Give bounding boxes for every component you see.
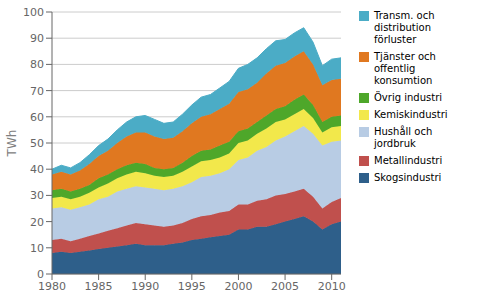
html-text:jordbruk: jordbruk	[374, 138, 416, 149]
svg-text:60: 60	[30, 111, 44, 124]
svg-text:2005: 2005	[271, 280, 299, 293]
svg-text:2010: 2010	[318, 280, 346, 293]
svg-text:2000: 2000	[224, 280, 252, 293]
svg-text:40: 40	[30, 163, 44, 176]
html-text:Transm. och: Transm. och	[374, 10, 435, 21]
svg-text:10: 10	[30, 242, 44, 255]
svg-text:TWh: TWh	[8, 130, 19, 158]
svg-text:30: 30	[30, 189, 44, 202]
html-text:Skogsindustri: Skogsindustri	[374, 172, 442, 183]
html-text:Övrig industri: Övrig industri	[374, 92, 442, 103]
svg-text:1985: 1985	[85, 280, 113, 293]
html-text:förluster: förluster	[374, 34, 417, 45]
svg-text:1990: 1990	[131, 280, 159, 293]
svg-text:1995: 1995	[178, 280, 206, 293]
html-text:offentlig: offentlig	[374, 63, 416, 74]
html-text:Tjänster och: Tjänster och	[374, 51, 436, 62]
svg-text:80: 80	[30, 58, 44, 71]
html-text:konsumtion: konsumtion	[374, 75, 433, 86]
svg-text:50: 50	[30, 137, 44, 150]
svg-text:1980: 1980	[38, 280, 66, 293]
svg-text:0: 0	[37, 268, 44, 281]
svg-text:70: 70	[30, 85, 44, 98]
svg-text:90: 90	[30, 32, 44, 45]
svg-text:100: 100	[23, 6, 44, 19]
html-text:Metallindustri: Metallindustri	[374, 155, 443, 166]
html-text:Hushåll och: Hushåll och	[374, 126, 433, 137]
html-text:Kemiskindustri: Kemiskindustri	[374, 109, 448, 120]
svg-text:20: 20	[30, 216, 44, 229]
html-text:distribution: distribution	[374, 22, 431, 33]
